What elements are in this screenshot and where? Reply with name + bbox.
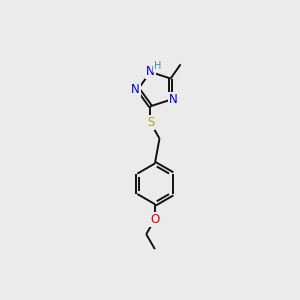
Text: O: O [150, 213, 160, 226]
Text: N: N [131, 82, 140, 96]
Text: N: N [169, 93, 177, 106]
Text: N: N [146, 65, 155, 79]
Text: H: H [154, 61, 162, 71]
Text: S: S [147, 116, 154, 129]
